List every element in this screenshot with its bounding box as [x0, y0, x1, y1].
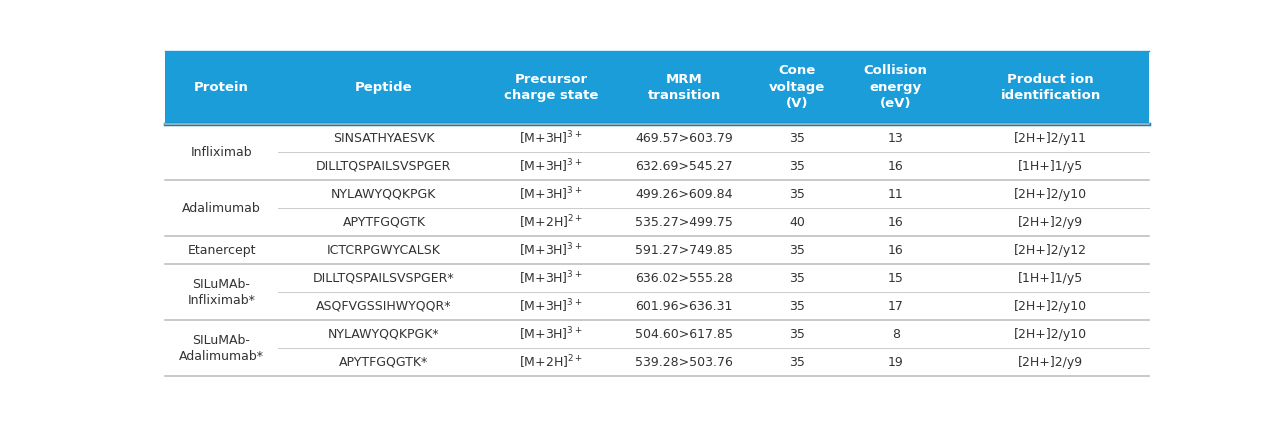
Text: SILuMAb-
Adalimumab*: SILuMAb- Adalimumab*: [179, 334, 264, 363]
Text: 35: 35: [790, 132, 805, 145]
Text: 16: 16: [888, 159, 904, 173]
Text: 35: 35: [790, 356, 805, 369]
Text: Adalimumab: Adalimumab: [182, 202, 261, 215]
Text: 539.28>503.76: 539.28>503.76: [635, 356, 733, 369]
Text: Protein: Protein: [195, 81, 250, 94]
Text: [2H+]2/y12: [2H+]2/y12: [1014, 244, 1087, 257]
Text: DILLTQSPAILSVSPGER: DILLTQSPAILSVSPGER: [316, 159, 452, 173]
Text: 636.02>555.28: 636.02>555.28: [635, 272, 733, 285]
Text: [M+3H]$^{3+}$: [M+3H]$^{3+}$: [520, 269, 582, 287]
Text: 40: 40: [790, 216, 805, 229]
Text: [M+3H]$^{3+}$: [M+3H]$^{3+}$: [520, 242, 582, 259]
Bar: [165, 51, 1149, 124]
Text: 35: 35: [790, 159, 805, 173]
Text: ASQFVGSSIHWYQQR*: ASQFVGSSIHWYQQR*: [316, 300, 452, 313]
Text: APYTFGQGTK*: APYTFGQGTK*: [339, 356, 429, 369]
Text: 499.26>609.84: 499.26>609.84: [635, 188, 733, 201]
Text: [M+3H]$^{3+}$: [M+3H]$^{3+}$: [520, 157, 582, 175]
Text: 35: 35: [790, 300, 805, 313]
Text: 16: 16: [888, 244, 904, 257]
Text: 8: 8: [892, 328, 900, 341]
Text: [M+2H]$^{2+}$: [M+2H]$^{2+}$: [520, 214, 584, 231]
Text: DILLTQSPAILSVSPGER*: DILLTQSPAILSVSPGER*: [314, 272, 454, 285]
Text: 17: 17: [888, 300, 904, 313]
Text: MRM
transition: MRM transition: [648, 73, 721, 102]
Text: 469.57>603.79: 469.57>603.79: [635, 132, 733, 145]
Text: [2H+]2/y10: [2H+]2/y10: [1014, 188, 1087, 201]
Text: [M+3H]$^{3+}$: [M+3H]$^{3+}$: [520, 326, 582, 343]
Text: 35: 35: [790, 272, 805, 285]
Text: Product ion
identification: Product ion identification: [1001, 73, 1101, 102]
Text: SILuMAb-
Infliximab*: SILuMAb- Infliximab*: [188, 278, 256, 307]
Text: [2H+]2/y11: [2H+]2/y11: [1014, 132, 1087, 145]
Text: [M+3H]$^{3+}$: [M+3H]$^{3+}$: [520, 129, 582, 147]
Text: NYLAWYQQKPGK: NYLAWYQQKPGK: [332, 188, 436, 201]
Text: Etanercept: Etanercept: [187, 244, 256, 257]
Text: 35: 35: [790, 188, 805, 201]
Text: [2H+]2/y10: [2H+]2/y10: [1014, 328, 1087, 341]
Text: 535.27>499.75: 535.27>499.75: [635, 216, 733, 229]
Text: 13: 13: [888, 132, 904, 145]
Text: 16: 16: [888, 216, 904, 229]
Text: NYLAWYQQKPGK*: NYLAWYQQKPGK*: [328, 328, 440, 341]
Text: Peptide: Peptide: [355, 81, 412, 94]
Text: APYTFGQGTK: APYTFGQGTK: [343, 216, 425, 229]
Text: [1H+]1/y5: [1H+]1/y5: [1018, 159, 1083, 173]
Bar: [165, 124, 1149, 376]
Text: [M+2H]$^{2+}$: [M+2H]$^{2+}$: [520, 354, 584, 371]
Text: Cone
voltage
(V): Cone voltage (V): [769, 64, 826, 110]
Text: 15: 15: [888, 272, 904, 285]
Text: 504.60>617.85: 504.60>617.85: [635, 328, 733, 341]
Text: Precursor
charge state: Precursor charge state: [504, 73, 598, 102]
Text: [1H+]1/y5: [1H+]1/y5: [1018, 272, 1083, 285]
Text: 601.96>636.31: 601.96>636.31: [635, 300, 732, 313]
Text: [2H+]2/y10: [2H+]2/y10: [1014, 300, 1087, 313]
Text: 19: 19: [888, 356, 904, 369]
Text: [2H+]2/y9: [2H+]2/y9: [1018, 356, 1083, 369]
Text: [M+3H]$^{3+}$: [M+3H]$^{3+}$: [520, 298, 582, 315]
Text: 632.69>545.27: 632.69>545.27: [635, 159, 733, 173]
Text: 35: 35: [790, 328, 805, 341]
Text: ICTCRPGWYCALSK: ICTCRPGWYCALSK: [326, 244, 440, 257]
Text: 591.27>749.85: 591.27>749.85: [635, 244, 733, 257]
Text: [2H+]2/y9: [2H+]2/y9: [1018, 216, 1083, 229]
Text: SINSATHYAESVK: SINSATHYAESVK: [333, 132, 435, 145]
Text: 35: 35: [790, 244, 805, 257]
Text: Infliximab: Infliximab: [191, 146, 252, 159]
Text: 11: 11: [888, 188, 904, 201]
Text: [M+3H]$^{3+}$: [M+3H]$^{3+}$: [520, 185, 582, 203]
Text: Collision
energy
(eV): Collision energy (eV): [864, 64, 928, 110]
